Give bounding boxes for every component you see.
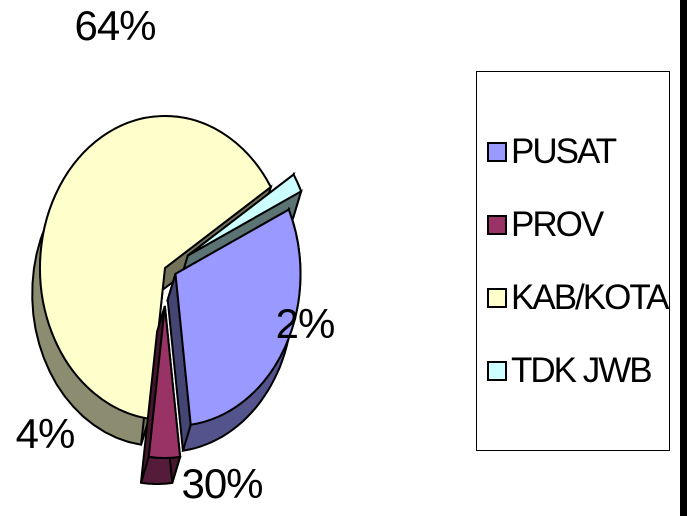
pie-slice-pusat <box>166 206 302 452</box>
legend: PUSAT PROV KAB/KOTA TDK JWB <box>476 71 670 451</box>
data-label-kab-kota: 64% <box>74 2 155 49</box>
legend-item-pusat: PUSAT <box>487 130 617 174</box>
legend-label-kab-kota: KAB/KOTA <box>511 278 669 317</box>
legend-item-kab-kota: KAB/KOTA <box>487 276 669 320</box>
pie-slice-top <box>174 208 302 426</box>
legend-label-tdk-jwb: TDK JWB <box>511 351 653 390</box>
legend-swatch-pusat <box>487 142 507 162</box>
data-label-pusat: 30% <box>181 460 262 507</box>
pie-slice-top <box>147 305 182 459</box>
legend-item-tdk-jwb: TDK JWB <box>487 349 653 393</box>
legend-swatch-kab-kota <box>487 288 507 308</box>
legend-swatch-tdk-jwb <box>487 361 507 381</box>
data-label-tdk-jwb: 2% <box>276 300 335 347</box>
pie-slice-top <box>187 173 303 257</box>
legend-swatch-prov <box>487 215 507 235</box>
pie-slice-top <box>39 115 273 420</box>
legend-label-pusat: PUSAT <box>511 132 617 171</box>
data-label-prov: 4% <box>16 410 75 457</box>
legend-label-prov: PROV <box>511 205 604 244</box>
frame-right-border <box>680 0 687 516</box>
legend-item-prov: PROV <box>487 203 604 247</box>
pie-slice-prov <box>139 305 182 485</box>
